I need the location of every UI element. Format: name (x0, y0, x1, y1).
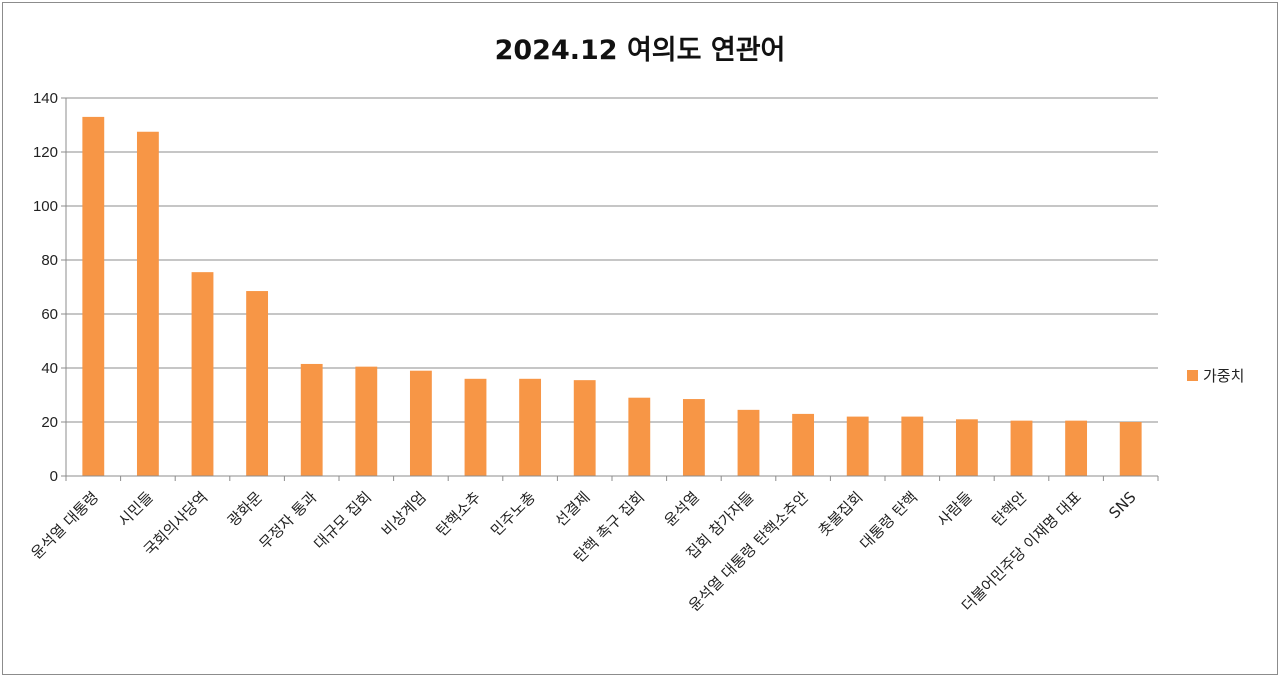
y-tick-label: 80 (41, 252, 58, 269)
bar (464, 378, 487, 476)
x-tick-label: 윤석열 (661, 488, 703, 530)
x-tick-label: 선결제 (552, 488, 594, 530)
bar (136, 131, 159, 476)
y-tick-label: 20 (41, 414, 58, 431)
x-tick-label: 무정자 통과 (256, 488, 321, 553)
x-tick-label: 비상계엄 (378, 488, 430, 540)
x-tick-label: 탄핵소추 (433, 488, 485, 540)
x-tick-label: 대통령 탄핵 (856, 488, 921, 553)
x-tick-label: 광화문 (224, 488, 266, 530)
x-tick-label: 대규모 집회 (310, 488, 375, 553)
chart-title: 2024.12 여의도 연관어 (494, 35, 786, 66)
x-tick-label: 민주노총 (487, 488, 539, 540)
bar (1065, 420, 1088, 476)
bar (82, 116, 105, 477)
x-tick-label: 시민들 (115, 488, 157, 530)
bar (901, 416, 924, 476)
y-tick-label: 100 (33, 198, 58, 215)
bar (955, 419, 978, 476)
y-tick-label: 140 (33, 90, 58, 107)
legend-label: 가중치 (1203, 367, 1244, 385)
x-tick-label: SNS (1105, 488, 1139, 522)
bar (519, 378, 542, 476)
bar (573, 380, 596, 476)
bar (1119, 422, 1142, 476)
bar (191, 272, 214, 476)
bar (792, 413, 815, 476)
y-tick-label: 0 (50, 468, 58, 485)
bar (246, 291, 269, 476)
y-tick-label: 40 (41, 360, 58, 377)
bar (846, 416, 869, 476)
legend-swatch (1187, 370, 1198, 381)
y-tick-label: 120 (33, 144, 58, 161)
bar (355, 366, 378, 476)
x-tick-label: 촛불집회 (815, 488, 867, 540)
x-tick-label: 탄핵안 (988, 488, 1030, 530)
bar (1010, 420, 1033, 476)
y-tick-label: 60 (41, 306, 58, 323)
bar (628, 397, 651, 476)
bar (682, 399, 705, 476)
bar (409, 370, 432, 476)
x-tick-label: 윤석열 대통령 (27, 488, 102, 563)
x-tick-label: 사람들 (934, 488, 976, 530)
bar (300, 363, 323, 476)
bar (737, 409, 760, 476)
